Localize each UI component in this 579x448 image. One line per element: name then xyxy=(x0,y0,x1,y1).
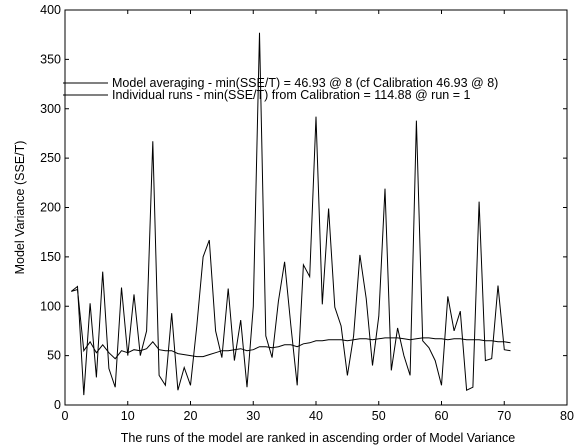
y-tick-label: 300 xyxy=(40,102,61,116)
y-tick-label: 250 xyxy=(40,151,61,165)
y-tick-label: 400 xyxy=(40,3,61,17)
x-tick-label: 20 xyxy=(184,409,198,423)
series-line-individual-runs xyxy=(70,32,511,396)
series-line-model-averaging xyxy=(71,288,511,360)
y-tick-label: 50 xyxy=(47,349,61,363)
y-axis-label: Model Variance (SSE/T) xyxy=(13,141,27,275)
legend-label-model-averaging: Model averaging - min(SSE/T) = 46.93 @ 8… xyxy=(112,76,498,90)
x-tick-label: 80 xyxy=(560,409,574,423)
legend: Individual runs - min(SSE/T) from Calibr… xyxy=(63,76,498,102)
x-axis-label: The runs of the model are ranked in asce… xyxy=(121,431,515,445)
legend-label-individual-runs: Individual runs - min(SSE/T) from Calibr… xyxy=(112,88,470,102)
y-tick-label: 100 xyxy=(40,299,61,313)
y-tick-label: 350 xyxy=(40,52,61,66)
x-tick-label: 50 xyxy=(372,409,386,423)
y-tick-label: 0 xyxy=(54,398,61,412)
series-layer xyxy=(70,32,511,396)
plot-area xyxy=(64,9,568,406)
x-tick-label: 0 xyxy=(62,409,69,423)
x-tick-label: 10 xyxy=(121,409,135,423)
axis-ticks: 0 10 20 30 40 50 60 70 80 0 50 100 150 200 250 300 350 40… xyxy=(40,3,574,423)
x-tick-label: 40 xyxy=(309,409,323,423)
y-tick-label: 200 xyxy=(40,201,61,215)
x-tick-label: 30 xyxy=(246,409,260,423)
y-tick-label: 150 xyxy=(40,250,61,264)
x-tick-label: 70 xyxy=(497,409,511,423)
x-tick-label: 60 xyxy=(435,409,449,423)
